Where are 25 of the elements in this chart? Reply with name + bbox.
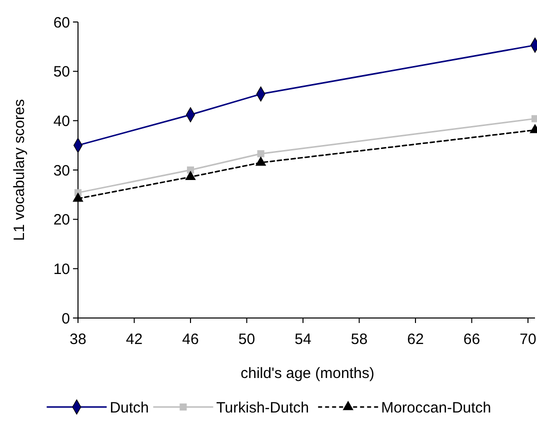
y-tick-label: 10 <box>53 260 70 278</box>
legend-label: Turkish-Dutch <box>216 399 310 416</box>
y-tick-label: 0 <box>62 310 70 328</box>
x-tick-label: 62 <box>407 331 424 348</box>
x-tick-label: 50 <box>238 331 256 348</box>
x-axis-title: child's age (months) <box>240 365 374 382</box>
x-tick-label: 38 <box>70 331 86 348</box>
y-tick-label: 30 <box>53 162 70 180</box>
y-axis-title: L1 vocabulary scores <box>11 99 28 241</box>
point <box>257 150 264 158</box>
x-tick-label: 46 <box>182 331 199 348</box>
x-tick-label: 66 <box>463 331 480 348</box>
x-tick-label: 54 <box>294 331 312 348</box>
point <box>185 170 196 180</box>
x-tick-label: 70 <box>520 331 536 348</box>
point <box>255 156 266 166</box>
x-tick-label: 42 <box>126 331 143 348</box>
y-tick-label: 60 <box>53 14 70 32</box>
point <box>72 192 84 202</box>
y-tick-label: 40 <box>53 112 70 130</box>
legend-label: Dutch <box>110 399 149 416</box>
y-tick-label: 50 <box>53 64 70 81</box>
y-tick-label: 20 <box>53 212 70 229</box>
x-tick-label: 58 <box>350 331 368 348</box>
legend-label: Moroccan-Dutch <box>381 399 492 416</box>
